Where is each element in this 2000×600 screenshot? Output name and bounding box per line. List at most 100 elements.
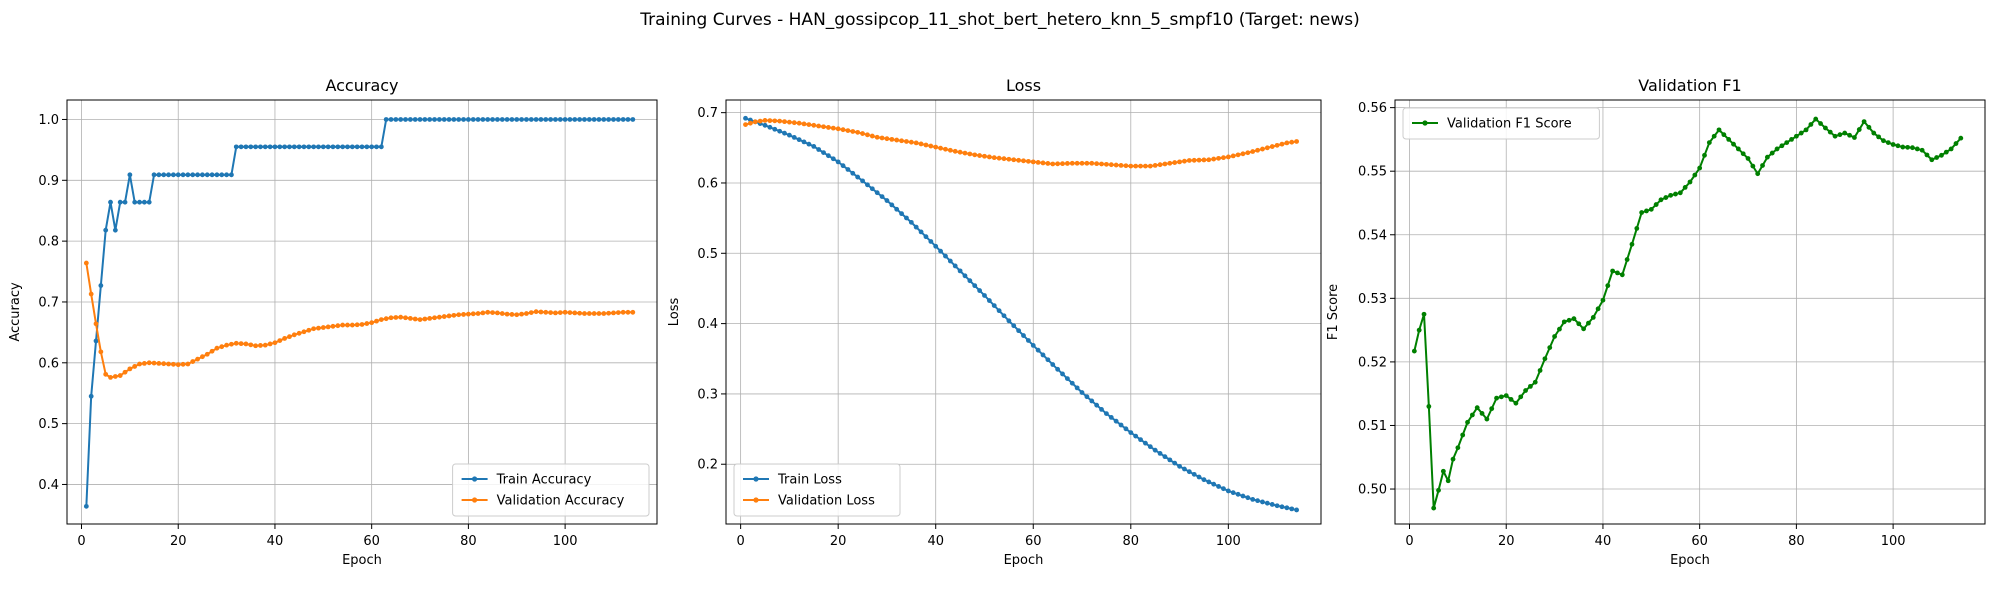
data-point (1084, 394, 1090, 400)
data-point (378, 144, 384, 150)
legend-marker (753, 476, 759, 482)
data-point (533, 117, 539, 122)
data-point (1235, 152, 1241, 158)
data-point (398, 117, 404, 122)
data-point (490, 117, 495, 122)
data-point (1619, 272, 1625, 278)
data-point (625, 117, 631, 122)
data-point (1284, 505, 1290, 511)
data-point (388, 315, 394, 321)
data-point (509, 117, 515, 122)
chart-title: Accuracy (325, 76, 398, 95)
x-tick-label: 100 (1216, 534, 1241, 549)
chart-title: Loss (1006, 76, 1041, 95)
x-tick-label: 40 (927, 534, 944, 549)
data-point (1186, 158, 1192, 163)
data-point (830, 125, 836, 131)
data-point (826, 125, 831, 130)
legend-label: Validation Loss (778, 494, 875, 509)
data-point (1629, 241, 1635, 247)
data-point (899, 211, 904, 217)
data-point (1861, 119, 1867, 125)
data-point (1260, 146, 1265, 152)
data-point (1503, 393, 1509, 398)
data-point (1818, 121, 1823, 126)
data-point (1206, 479, 1212, 485)
data-point (840, 163, 846, 169)
data-point (1760, 163, 1765, 168)
data-point (1064, 376, 1070, 381)
data-point (553, 117, 558, 122)
data-point (1123, 163, 1129, 169)
data-point (601, 117, 607, 122)
data-point (1518, 394, 1524, 400)
data-point (209, 172, 215, 178)
data-point (1528, 383, 1533, 389)
data-point (1089, 398, 1095, 404)
data-point (301, 144, 307, 150)
data-point (403, 117, 408, 122)
data-point (1240, 151, 1246, 157)
data-point (93, 338, 99, 344)
data-point (913, 224, 919, 230)
data-point (816, 123, 822, 129)
data-point (991, 303, 997, 308)
data-point (1177, 463, 1182, 469)
data-point (1108, 415, 1114, 420)
data-point (258, 144, 263, 150)
data-point (1211, 481, 1217, 487)
y-tick-label: 0.55 (1358, 165, 1387, 180)
data-point (1547, 345, 1553, 350)
data-point (151, 172, 157, 178)
data-point (465, 311, 471, 317)
data-point (393, 117, 399, 122)
data-point (1532, 379, 1538, 385)
data-point (855, 129, 861, 135)
data-point (1167, 457, 1173, 463)
y-axis-label: Loss (667, 298, 682, 327)
data-point (480, 310, 486, 316)
data-point (562, 309, 568, 315)
x-axis-label: Epoch (1670, 553, 1710, 568)
data-point (1274, 142, 1280, 148)
data-point (446, 117, 452, 122)
data-point (417, 317, 423, 322)
data-point (291, 144, 297, 150)
data-point (1196, 474, 1202, 480)
data-point (1460, 432, 1466, 438)
data-point (1842, 130, 1848, 136)
data-point (499, 311, 505, 316)
data-point (485, 117, 491, 122)
data-point (1118, 422, 1124, 428)
data-point (1182, 466, 1187, 472)
data-point (1823, 125, 1828, 131)
data-point (582, 311, 587, 316)
data-point (1255, 498, 1260, 504)
data-point (1663, 195, 1669, 200)
data-point (1240, 493, 1246, 499)
data-point (1605, 283, 1611, 289)
y-axis-label: F1 Score (1326, 284, 1341, 340)
data-point (904, 139, 909, 144)
data-point (874, 134, 880, 140)
data-point (577, 117, 583, 122)
data-point (1177, 159, 1182, 165)
data-point (504, 117, 510, 122)
series-validation-accuracy (83, 260, 636, 380)
data-point (1108, 162, 1114, 168)
data-point (490, 310, 495, 316)
data-point (1069, 160, 1075, 166)
data-point (791, 135, 797, 140)
data-point (1779, 143, 1785, 149)
data-point (1079, 390, 1085, 395)
data-point (933, 144, 939, 150)
data-point (320, 144, 326, 150)
data-point (451, 312, 457, 318)
data-point (127, 172, 133, 178)
data-point (1157, 451, 1163, 456)
data-point (1216, 155, 1221, 161)
data-point (1885, 140, 1891, 145)
data-point (1094, 402, 1100, 408)
data-point (1055, 161, 1061, 167)
data-point (913, 140, 919, 146)
